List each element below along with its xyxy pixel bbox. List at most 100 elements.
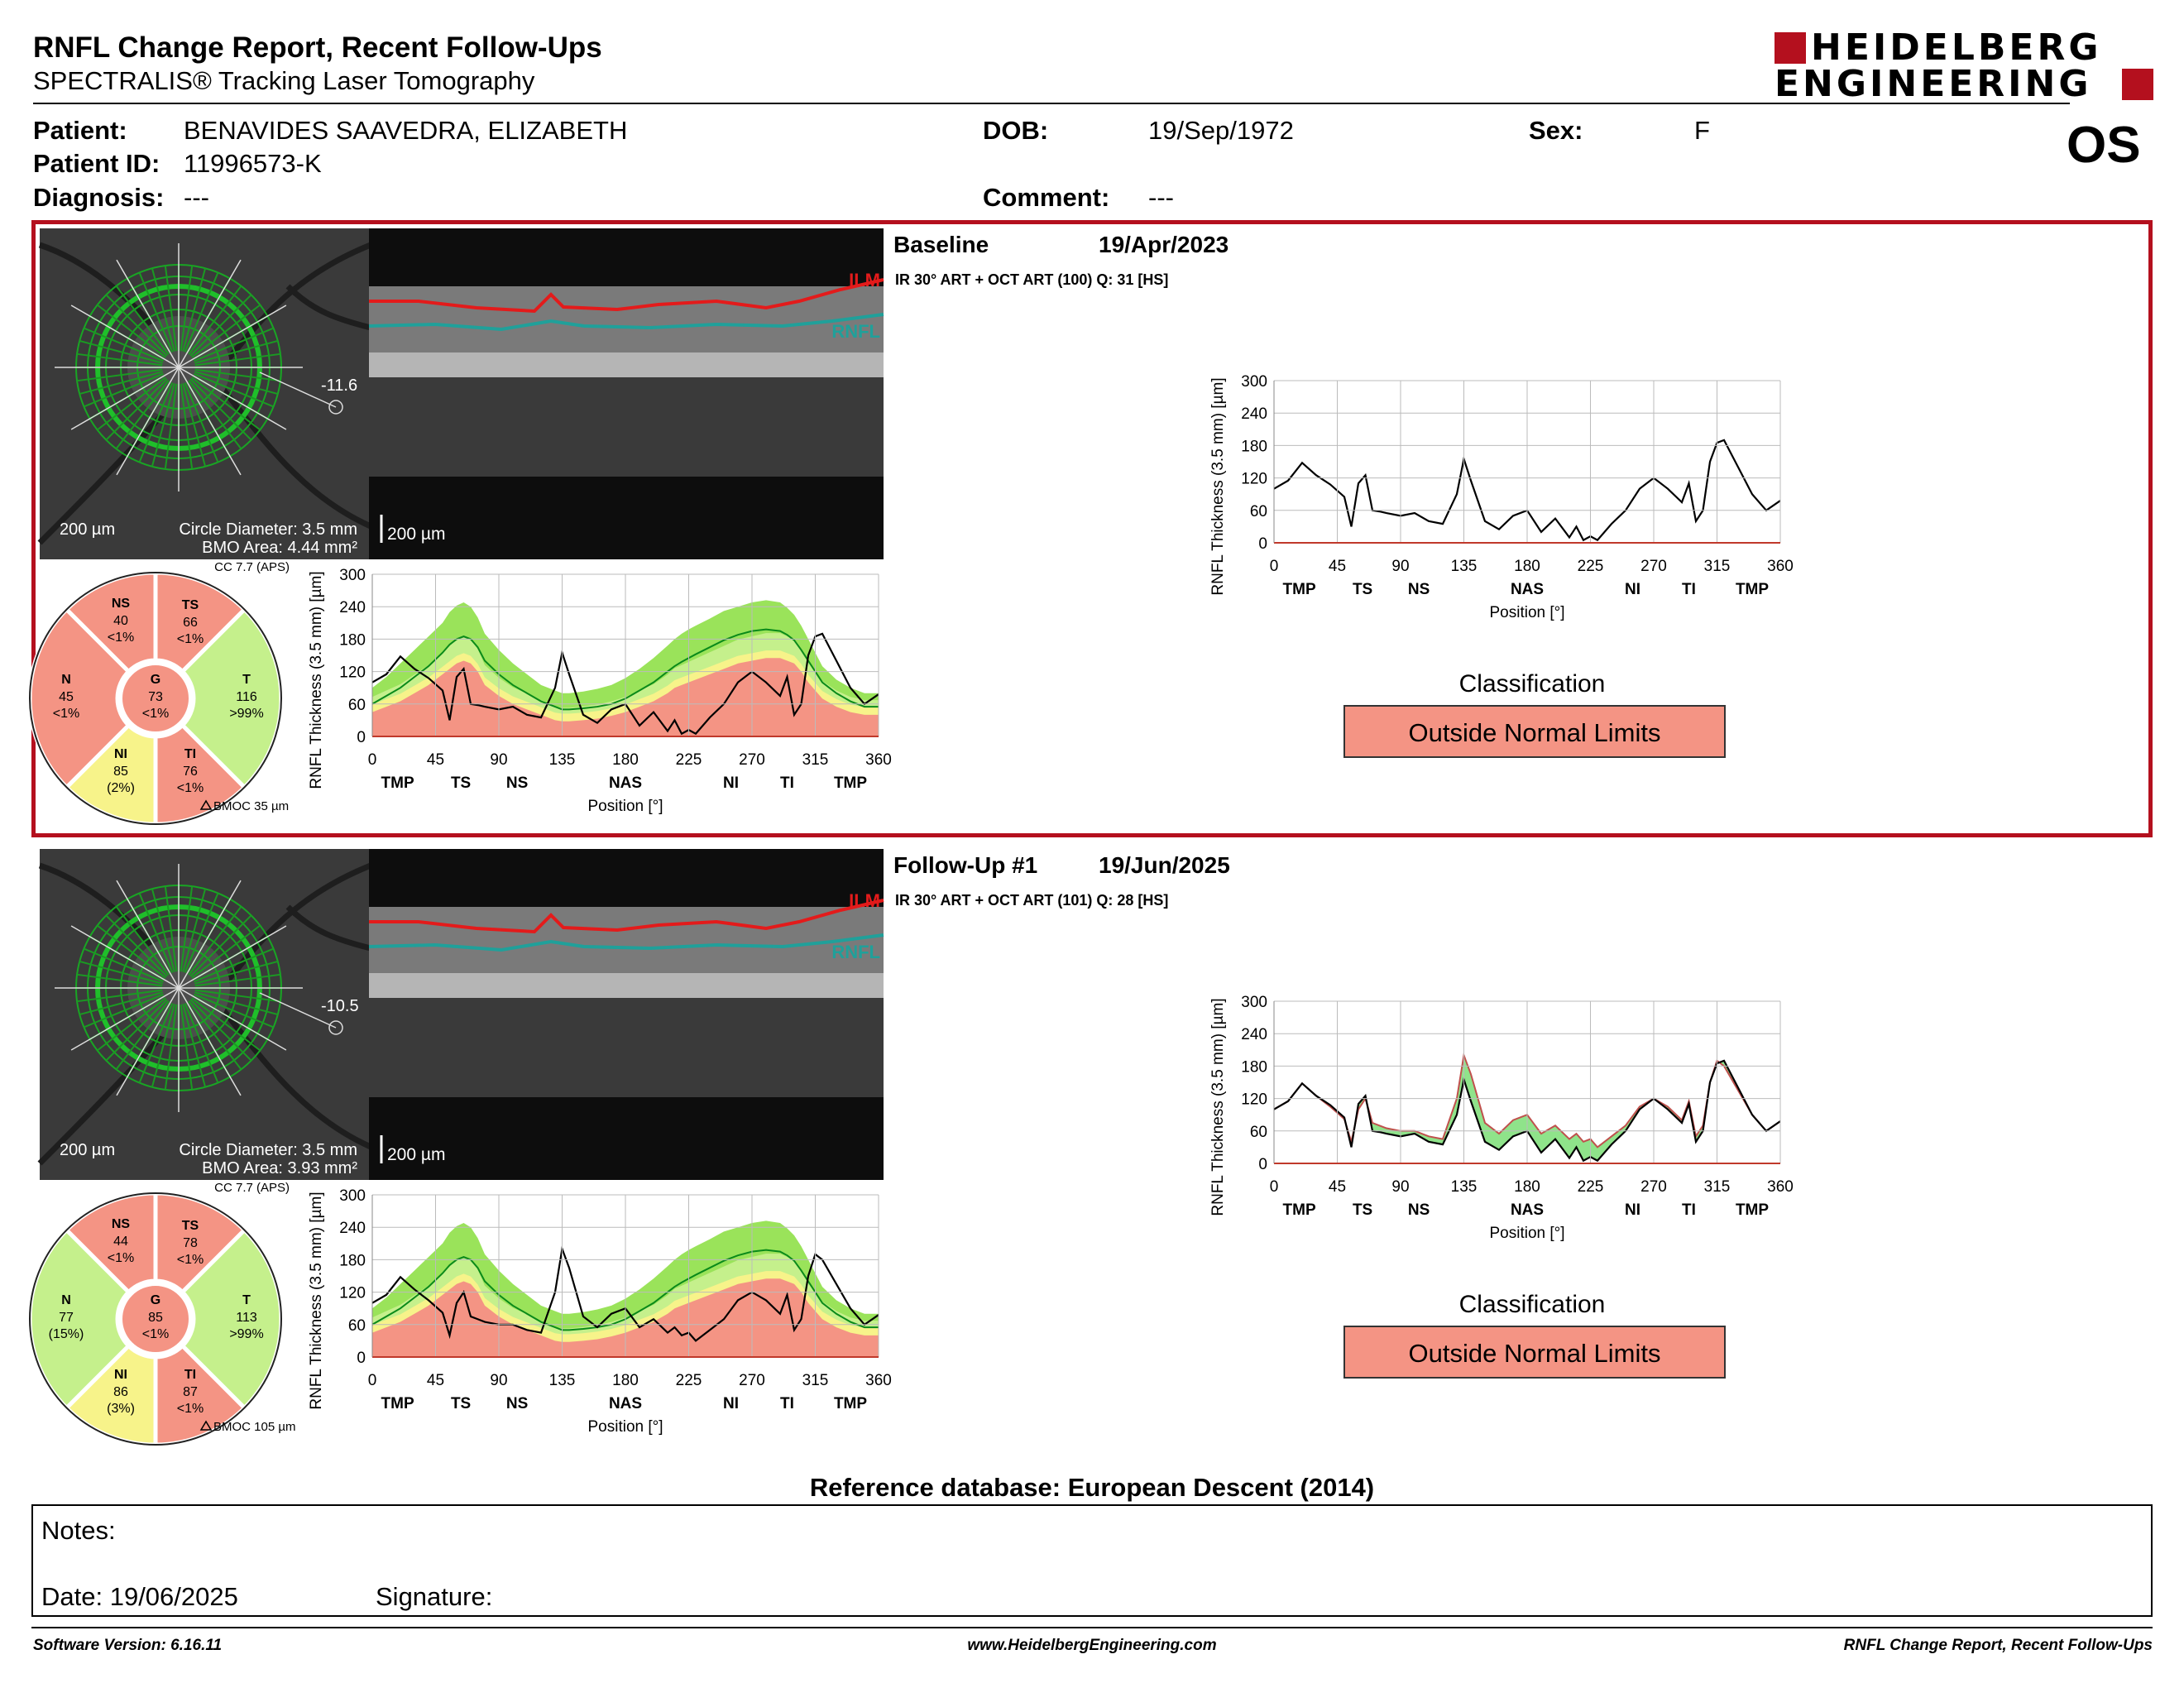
sector-outline	[29, 572, 282, 825]
scan-radial	[191, 304, 261, 358]
classification-result: Outside Normal Limits	[1343, 1326, 1726, 1379]
x-tick-label: 90	[490, 1372, 507, 1389]
scan-radial	[138, 272, 174, 352]
dob-value: 19/Sep/1972	[1148, 116, 1294, 145]
x-tick-label: 45	[427, 1372, 444, 1389]
y-tick-label: 300	[339, 1187, 366, 1205]
scan-radial	[194, 368, 281, 382]
ilm-line	[369, 899, 884, 934]
sector-axis-label: TMP	[1283, 1201, 1316, 1219]
bmo-ray	[178, 987, 287, 1051]
x-tick-label: 135	[1451, 558, 1478, 575]
y-tick-label: 240	[1241, 405, 1267, 423]
sector-percentile: (3%)	[107, 1402, 135, 1416]
sector-value: 76	[183, 765, 198, 779]
scan-radial	[105, 294, 168, 357]
scan-radial	[105, 999, 168, 1062]
retinal-vessel	[285, 284, 371, 331]
reference-database: Reference database: European Descent (20…	[809, 1473, 1375, 1502]
bscan-scale-label: 200 µm	[387, 525, 445, 544]
scan-radial	[194, 339, 279, 364]
sector-axis-label: TMP	[381, 1395, 414, 1412]
logo-square-bottom	[2122, 69, 2153, 100]
x-tick-label: 360	[865, 751, 892, 769]
bmo-ray	[70, 367, 180, 430]
logo-line2: ENGINEERING	[1774, 63, 2092, 105]
choroid-layer	[369, 377, 884, 477]
sector-value: 66	[183, 616, 198, 630]
bmo-area: BMO Area: 4.44 mm²	[202, 539, 357, 557]
y-tick-label: 120	[1241, 1091, 1267, 1109]
y-tick-label: 0	[357, 729, 366, 746]
sector-percentile: (15%)	[49, 1327, 84, 1341]
section-label: Follow-Up #1	[893, 852, 1038, 878]
report-subtitle: SPECTRALIS® Tracking Laser Tomography	[33, 66, 535, 95]
x-tick-label: 225	[1578, 1178, 1604, 1196]
scan-radial	[189, 914, 252, 977]
scan-radial	[194, 989, 281, 1003]
x-tick-label: 135	[1451, 1178, 1478, 1196]
scan-radial	[194, 993, 274, 1029]
sector-percentile: <1%	[142, 707, 169, 721]
x-axis-title: Position [°]	[1489, 1225, 1564, 1242]
sector-axis-label: TI	[1682, 581, 1696, 598]
header-divider	[33, 103, 2070, 104]
sector-axis-label: TS	[1353, 581, 1372, 598]
bmo-ray	[116, 367, 180, 476]
y-tick-label: 180	[339, 631, 366, 649]
sector-axis-label: NAS	[1511, 581, 1544, 598]
sector-axis-label: TI	[780, 774, 794, 792]
bscan-scale-label: 200 µm	[387, 1145, 445, 1164]
x-tick-label: 270	[1640, 1178, 1667, 1196]
classification-title: Classification	[1458, 670, 1606, 698]
x-tick-label: 225	[676, 1372, 702, 1389]
sector-axis-label: NAS	[609, 774, 642, 792]
sector-percentile: <1%	[108, 631, 134, 645]
fovea-marker	[328, 1020, 343, 1035]
bmo-area: BMO Area: 3.93 mm²	[202, 1159, 357, 1177]
bmo-ray	[70, 987, 180, 1051]
sector-label: TS	[182, 1219, 199, 1233]
bmo-ray	[178, 880, 242, 989]
scan-radial	[138, 893, 174, 973]
scan-radial	[184, 382, 219, 463]
y-tick-label: 180	[339, 1252, 366, 1269]
scan-radial	[151, 383, 175, 468]
sector-axis-label: NS	[506, 774, 528, 792]
y-tick-label: 240	[339, 1220, 366, 1237]
normative-mean-line	[371, 1249, 879, 1331]
fovea-angle: -11.6	[321, 376, 357, 395]
scan-radial	[191, 376, 261, 431]
sector-percentile: <1%	[177, 781, 204, 795]
x-tick-label: 90	[490, 751, 507, 769]
date-label: Date: 19/06/2025	[41, 1582, 238, 1611]
y-tick-label: 180	[1241, 438, 1267, 455]
x-tick-label: 225	[1578, 558, 1604, 575]
y-tick-label: 120	[339, 664, 366, 682]
scan-radial	[84, 993, 164, 1029]
scan-radial	[79, 991, 163, 1016]
scan-radial	[164, 885, 178, 972]
sector-axis-label: TMP	[1283, 581, 1316, 598]
fundus-scale-label: 200 µm	[60, 1141, 115, 1159]
sector-percentile: >99%	[229, 707, 263, 721]
sector-axis-label: NI	[723, 1395, 739, 1412]
rpe-layer	[369, 973, 884, 998]
sector-label: TI	[184, 747, 196, 761]
x-tick-label: 315	[802, 1372, 829, 1389]
y-tick-label: 60	[1250, 503, 1267, 520]
fundus-scale-label: 200 µm	[60, 520, 115, 539]
bmo-ray	[178, 305, 287, 368]
scan-radial	[97, 304, 166, 358]
sector-value: 116	[236, 690, 257, 704]
scan-radial	[79, 371, 163, 396]
sector-axis-label: TMP	[834, 1395, 867, 1412]
circle-diameter: Circle Diameter: 3.5 mm	[179, 1141, 357, 1159]
sector-axis-label: NAS	[609, 1395, 642, 1412]
baseline-panel	[31, 220, 2153, 837]
y-axis-title: RNFL Thickness (3.5 mm) [µm]	[1209, 998, 1227, 1216]
fovea-angle: -10.5	[321, 997, 359, 1015]
eye-label: OS	[2067, 117, 2141, 174]
cc-label: CC 7.7 (APS)	[214, 1181, 290, 1195]
